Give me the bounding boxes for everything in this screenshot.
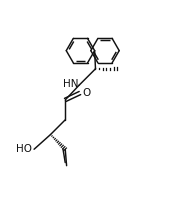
Text: O: O	[82, 88, 90, 98]
Text: HO: HO	[16, 144, 32, 154]
Text: HN: HN	[63, 79, 78, 89]
